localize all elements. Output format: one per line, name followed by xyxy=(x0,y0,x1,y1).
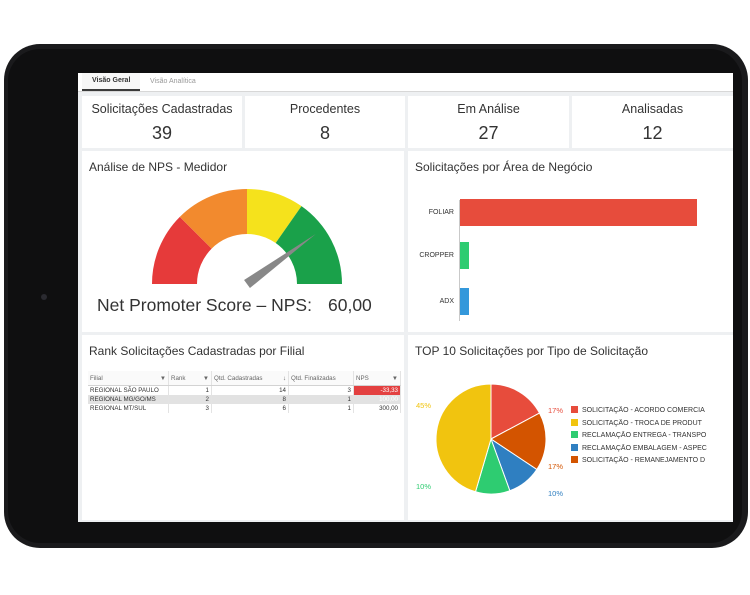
table-row[interactable]: REGIONAL MG/GO/MS 2 8 1 100,00 xyxy=(88,395,401,404)
camera-icon xyxy=(41,294,47,300)
panel-title: Solicitações por Área de Negócio xyxy=(415,160,593,174)
legend-label: SOLICITAÇÃO - TROCA DE PRODUT xyxy=(582,419,702,427)
pie-data-label: 45% xyxy=(416,401,432,410)
kpi-card-cadastradas[interactable]: Solicitações Cadastradas 39 xyxy=(82,96,242,148)
gauge-segment-neutral xyxy=(179,189,247,249)
legend-item[interactable]: SOLICITAÇÃO - ACORDO COMERCIA xyxy=(571,406,731,414)
dashboard-screen: Visão Geral Visão Analítica Solicitações… xyxy=(78,73,733,522)
nps-gauge xyxy=(152,189,342,289)
kpi-value: 8 xyxy=(319,123,330,143)
kpi-card-analisadas[interactable]: Analisadas 12 xyxy=(572,96,733,148)
tab-visao-geral[interactable]: Visão Geral xyxy=(82,73,141,91)
panel-title: Análise de NPS - Medidor xyxy=(89,160,228,174)
legend-item[interactable]: RECLAMAÇÃO ENTREGA - TRANSPO xyxy=(571,431,731,439)
column-header-finalizadas[interactable]: Qtd. Finalizadas xyxy=(288,371,354,386)
kpi-value: 39 xyxy=(151,123,173,143)
legend-item[interactable]: RECLAMAÇÃO EMBALAGEM - ASPEC xyxy=(571,443,731,452)
kpi-label: Analisadas xyxy=(621,102,684,116)
legend-swatch xyxy=(571,431,578,438)
filter-icon[interactable]: ▼ xyxy=(159,374,166,382)
bar[interactable] xyxy=(460,242,470,269)
cell-nps: 100,00 xyxy=(353,395,401,404)
legend-swatch xyxy=(571,456,578,463)
gauge-segment-detractors xyxy=(152,216,212,284)
filter-icon[interactable]: ▼ xyxy=(391,374,398,382)
legend-label: RECLAMAÇÃO ENTREGA - TRANSPO xyxy=(582,432,707,439)
pie-slice[interactable] xyxy=(490,412,547,471)
column-header-label: Qtd. Cadastradas xyxy=(214,374,263,382)
cell-cadastradas: 14 xyxy=(211,385,289,395)
cell-rank: 3 xyxy=(168,404,212,413)
rank-panel: Rank Solicitações Cadastradas por Filial… xyxy=(82,335,404,520)
pie-data-label: 17% xyxy=(548,406,564,415)
bar-chart-axis xyxy=(459,200,460,321)
bar-label: CROPPER xyxy=(419,252,454,259)
cell-filial: REGIONAL MG/GO/MS xyxy=(88,395,169,404)
column-header-label: NPS xyxy=(356,374,369,382)
column-header-cadastradas[interactable]: Qtd. Cadastradas ↓ xyxy=(211,371,289,386)
cell-finalizadas: 1 xyxy=(288,395,354,404)
column-header-nps[interactable]: NPS ▼ xyxy=(353,371,401,386)
legend-swatch xyxy=(571,443,578,451)
panel-title: TOP 10 Solicitações por Tipo de Solicita… xyxy=(415,344,649,358)
pie-chart xyxy=(435,383,547,495)
column-header-label: Rank xyxy=(171,374,186,382)
bar-label: ADX xyxy=(439,298,454,305)
gauge-segment-promoters xyxy=(275,206,342,284)
bar[interactable] xyxy=(460,288,470,315)
pie-data-label: 17% xyxy=(548,462,564,471)
cell-nps: -33,33 xyxy=(353,385,401,395)
legend-swatch xyxy=(571,406,578,413)
column-header-rank[interactable]: Rank ▼ xyxy=(168,371,212,386)
pie-data-label: 10% xyxy=(416,482,432,491)
kpi-label: Solicitações Cadastradas xyxy=(91,102,233,116)
pie-slice[interactable] xyxy=(490,383,541,440)
tab-visao-analitica[interactable]: Visão Analítica xyxy=(150,78,196,85)
kpi-card-procedentes[interactable]: Procedentes 8 xyxy=(245,96,405,148)
cell-filial: REGIONAL MT/SUL xyxy=(88,404,169,413)
gauge-segment-passive xyxy=(247,189,302,244)
cell-filial: REGIONAL SÃO PAULO xyxy=(88,385,169,395)
nps-gauge-panel: Análise de NPS - Medidor Net Promoter Sc… xyxy=(82,151,404,332)
cell-cadastradas: 8 xyxy=(211,395,289,404)
cell-nps: 300,00 xyxy=(353,404,401,413)
bar[interactable] xyxy=(460,199,697,226)
panel-title: Rank Solicitações Cadastradas por Filial xyxy=(89,344,305,358)
rank-table: Filial ▼ Rank ▼ Qtd. Cadastradas ↓ Qtd. Fin… xyxy=(88,371,401,413)
cell-cadastradas: 6 xyxy=(211,404,289,413)
kpi-card-em-analise[interactable]: Em Análise 27 xyxy=(408,96,569,148)
table-row[interactable]: REGIONAL MT/SUL 3 6 1 300,00 xyxy=(88,404,401,413)
gauge-needle xyxy=(244,234,316,289)
legend-label: SOLICITAÇÃO - REMANEJAMENTO D xyxy=(582,457,706,464)
bar-label: FOLIAR xyxy=(428,209,454,216)
legend-swatch xyxy=(571,418,578,426)
legend-item[interactable]: SOLICITAÇÃO - TROCA DE PRODUT xyxy=(571,418,731,427)
cell-rank: 1 xyxy=(168,385,212,395)
pie-slice[interactable] xyxy=(435,383,492,493)
column-header-label: Qtd. Finalizadas xyxy=(291,374,336,382)
column-header-filial[interactable]: Filial ▼ xyxy=(88,371,169,386)
kpi-label: Procedentes xyxy=(289,102,361,116)
legend-item[interactable]: SOLICITAÇÃO - REMANEJAMENTO D xyxy=(571,456,731,464)
cell-rank: 2 xyxy=(168,395,212,404)
kpi-value: 12 xyxy=(642,123,663,143)
nps-value: 60,00 xyxy=(328,295,372,315)
nps-label: Net Promoter Score – NPS: xyxy=(97,295,312,315)
kpi-value: 27 xyxy=(478,123,499,143)
cell-finalizadas: 3 xyxy=(288,385,354,395)
table-row[interactable]: REGIONAL SÃO PAULO 1 14 3 -33,33 xyxy=(88,385,401,395)
legend-label: RECLAMAÇÃO EMBALAGEM - ASPEC xyxy=(582,444,707,452)
filter-icon[interactable]: ▼ xyxy=(202,374,209,382)
legend-label: SOLICITAÇÃO - ACORDO COMERCIA xyxy=(582,407,705,414)
column-header-label: Filial xyxy=(90,374,103,382)
pie-data-label: 10% xyxy=(548,489,564,498)
cell-finalizadas: 1 xyxy=(288,404,354,413)
tab-bar: Visão Geral Visão Analítica xyxy=(78,73,733,92)
area-chart-panel: Solicitações por Área de Negócio xyxy=(408,151,733,332)
kpi-label: Em Análise xyxy=(457,102,520,116)
sort-desc-icon[interactable]: ↓ xyxy=(282,374,286,382)
